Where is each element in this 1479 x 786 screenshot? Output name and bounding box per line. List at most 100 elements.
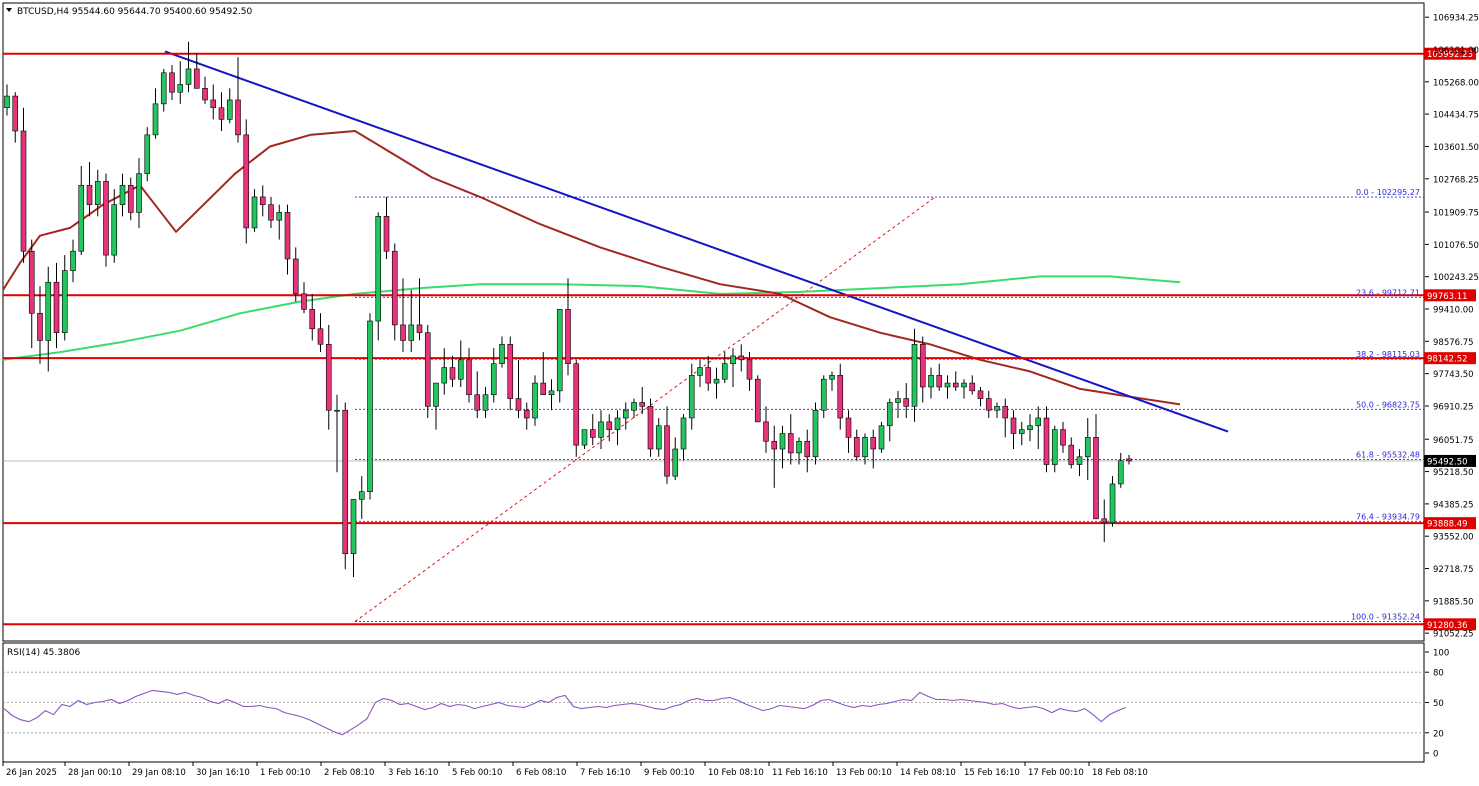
y-axis-tick-label: 98576.75 [1433, 338, 1474, 348]
x-axis-tick-label: 10 Feb 08:10 [708, 768, 764, 778]
rsi-axis-tick-label: 20 [1433, 729, 1444, 739]
candle-body [350, 499, 357, 555]
y-axis-tick-label: 95218.50 [1433, 468, 1474, 478]
candle-body [1084, 437, 1091, 458]
y-axis-tick-label: 102768.25 [1433, 175, 1479, 185]
candle-body [358, 491, 365, 500]
candle-body [903, 398, 910, 407]
price-tag-bg [1424, 517, 1476, 530]
candle-body [589, 429, 596, 438]
candle-body [4, 95, 10, 109]
x-axis-tick-label: 6 Feb 08:10 [516, 768, 566, 778]
candle-body [218, 107, 225, 120]
candle-body [86, 184, 93, 205]
x-axis-tick-label: 17 Feb 00:10 [1028, 768, 1084, 778]
x-axis-tick-label: 1 Feb 00:10 [260, 768, 310, 778]
candle-body [573, 363, 580, 446]
candle-body [490, 363, 497, 396]
y-axis-tick-label: 92718.75 [1433, 565, 1474, 575]
candle-body [160, 72, 167, 105]
candle-body [895, 398, 901, 403]
candle-body [136, 173, 142, 213]
candle-body [746, 359, 753, 380]
price-tag-label: 99763.11 [1427, 292, 1468, 302]
candle-body [342, 409, 349, 555]
x-axis-tick-label: 26 Jan 2025 [6, 768, 57, 778]
price-tag-label: 91280.36 [1427, 621, 1468, 631]
price-tag-bg [1424, 47, 1476, 60]
candle-body [639, 402, 646, 407]
price-tag-label: 98142.52 [1427, 355, 1468, 365]
candle-body [796, 440, 802, 454]
x-axis-tick-label: 7 Feb 16:10 [580, 768, 630, 778]
candle-body [763, 421, 769, 442]
candle-body [540, 382, 547, 396]
candle-body [837, 375, 844, 419]
x-axis-tick-label: 2 Feb 08:10 [324, 768, 374, 778]
candle-body [680, 417, 687, 450]
candle-body [78, 184, 85, 252]
candle-body [515, 398, 522, 411]
candle-body [391, 250, 398, 326]
candle-body [598, 421, 604, 438]
x-axis-tick-label: 13 Feb 00:10 [836, 768, 892, 778]
y-axis-tick-label: 93552.00 [1433, 533, 1474, 543]
candle-body [177, 84, 184, 93]
candle-body [862, 437, 868, 458]
candle-body [944, 382, 951, 388]
candle-body [672, 448, 679, 477]
candle-body [886, 402, 893, 427]
candle-body [1126, 458, 1132, 462]
fib-level-label: 38.2 - 98115.03 [1356, 350, 1420, 359]
candle-body [61, 270, 68, 333]
candle-body [482, 394, 489, 411]
y-axis-tick-label: 100243.25 [1433, 273, 1479, 283]
candle-body [606, 421, 613, 430]
y-axis-tick-label: 103601.50 [1433, 143, 1479, 153]
candle-body [878, 425, 885, 450]
candle-body [507, 344, 514, 399]
price-tag-bg [1424, 618, 1476, 631]
y-axis-tick-label: 91885.50 [1433, 597, 1474, 607]
candle-body [647, 406, 654, 450]
x-axis-tick-label: 18 Feb 08:10 [1092, 768, 1148, 778]
fib-level-label: 23.6 - 99712.71 [1356, 288, 1420, 297]
ma-fast-line [2, 275, 1181, 361]
candle-body [334, 409, 340, 412]
candle-body [70, 250, 76, 271]
rsi-line [3, 689, 1127, 736]
candle-body [152, 103, 159, 136]
rsi-axis-tick-label: 0 [1433, 750, 1438, 760]
candle-body [952, 382, 959, 388]
candle-body [144, 134, 151, 174]
candle-body [581, 429, 588, 446]
candle-body [556, 309, 563, 392]
candle-body [94, 181, 101, 205]
dropdown-triangle-icon[interactable] [6, 8, 12, 12]
candle-body [820, 378, 827, 411]
y-axis-tick-label: 97743.50 [1433, 370, 1474, 380]
ma-slow-line [2, 130, 1181, 406]
candle-body [292, 258, 299, 295]
candle-body [45, 281, 52, 341]
candle-body [1101, 518, 1108, 524]
fib-level-label: 100.0 - 91352.24 [1351, 613, 1420, 622]
candle-body [284, 212, 291, 260]
candle-body [127, 184, 134, 213]
candle-body [251, 196, 258, 229]
candle-body [1035, 417, 1042, 427]
candle-body [416, 324, 423, 333]
candle-body [688, 375, 695, 419]
price-tag-bg [1424, 352, 1476, 365]
candle-body [400, 324, 406, 341]
candle-body [259, 196, 266, 205]
y-axis-tick-label: 104434.75 [1433, 111, 1479, 121]
candle-body [631, 402, 637, 411]
candle-body [1051, 429, 1058, 465]
candle-body [911, 344, 918, 407]
candle-body [622, 409, 629, 419]
y-axis-tick-label: 96051.75 [1433, 436, 1474, 446]
candle-body [441, 367, 448, 384]
candle-body [433, 382, 439, 407]
